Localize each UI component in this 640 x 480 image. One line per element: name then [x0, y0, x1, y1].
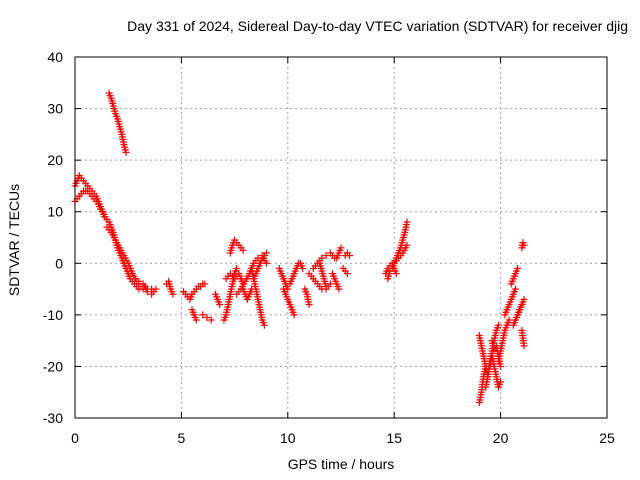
x-tick-label: 20 [493, 430, 509, 446]
data-point [305, 301, 313, 309]
data-point [318, 254, 326, 262]
data-points [71, 89, 528, 407]
y-tick-label: -30 [43, 410, 63, 426]
data-point [201, 280, 209, 288]
data-point [239, 246, 247, 254]
data-point [233, 264, 241, 272]
data-point [520, 342, 528, 350]
data-point [403, 218, 411, 226]
data-point [103, 215, 111, 223]
data-point [135, 277, 143, 285]
y-tick-label: -10 [43, 307, 63, 323]
data-point [216, 301, 224, 309]
y-tick-label: 10 [47, 204, 63, 220]
data-point [263, 249, 271, 257]
data-point [520, 241, 528, 249]
x-tick-label: 0 [71, 430, 79, 446]
data-point [192, 316, 200, 324]
data-point [392, 270, 400, 278]
y-tick-label: 20 [47, 152, 63, 168]
y-axis-label: SDTVAR / TECUs [6, 183, 22, 297]
tick-labels: 0 5 10 15 20 25 -30 -20 -10 0 10 20 30 40 [43, 49, 615, 446]
data-point [322, 252, 330, 260]
axis-ticks [74, 56, 608, 419]
x-tick-label: 15 [386, 430, 402, 446]
x-tick-label: 5 [178, 430, 186, 446]
y-tick-label: 40 [47, 49, 63, 65]
data-point [511, 285, 519, 293]
data-point [337, 244, 345, 252]
data-point [263, 259, 271, 267]
data-point [199, 311, 207, 319]
data-point [505, 316, 513, 324]
x-tick-label: 10 [280, 430, 296, 446]
y-tick-label: 0 [55, 255, 63, 271]
data-point [203, 313, 211, 321]
data-point [143, 288, 151, 296]
data-point [335, 285, 343, 293]
plot-frame [74, 56, 608, 419]
data-point [520, 295, 528, 303]
chart-title: Day 331 of 2024, Sidereal Day-to-day VTE… [127, 18, 628, 34]
data-point [514, 264, 522, 272]
data-point [207, 316, 215, 324]
data-point [497, 362, 505, 370]
grid [75, 57, 607, 418]
data-point [299, 264, 307, 272]
x-axis-label: GPS time / hours [287, 456, 395, 472]
data-point [346, 252, 354, 260]
y-tick-label: -20 [43, 358, 63, 374]
data-point [152, 285, 160, 293]
data-point [494, 321, 502, 329]
data-point [122, 148, 130, 156]
data-point [343, 270, 351, 278]
data-point [403, 241, 411, 249]
x-tick-label: 25 [599, 430, 615, 446]
data-point [322, 282, 330, 290]
data-point [290, 311, 298, 319]
data-point [169, 290, 177, 298]
data-point [260, 321, 268, 329]
y-tick-label: 30 [47, 101, 63, 117]
data-point [497, 378, 505, 386]
